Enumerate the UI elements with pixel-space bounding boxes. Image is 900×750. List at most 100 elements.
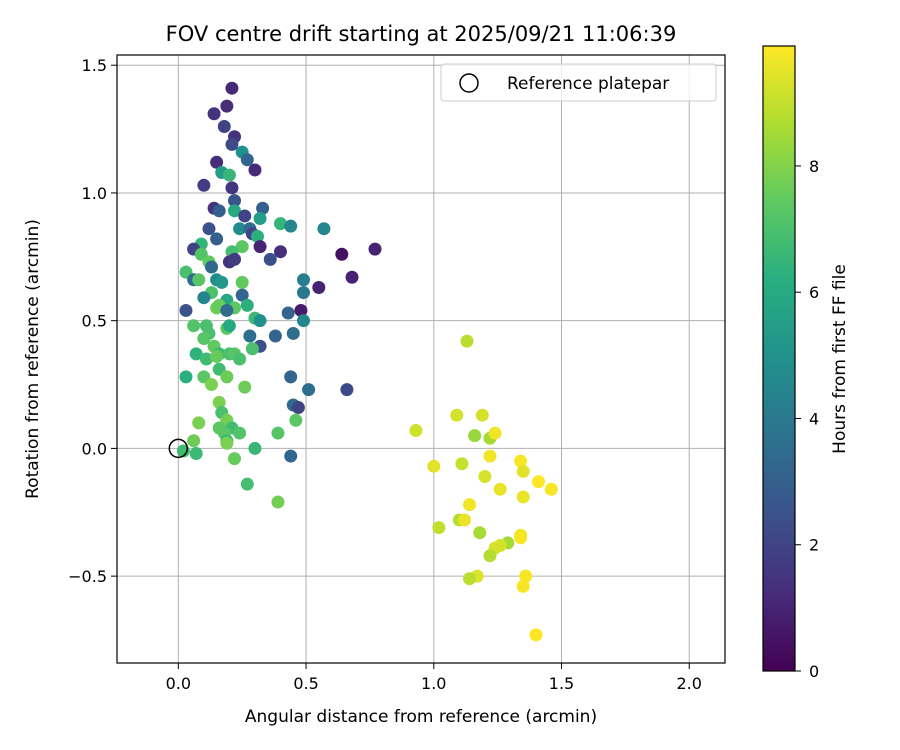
- data-point: [286, 326, 300, 340]
- x-tick-label: 2.0: [677, 674, 702, 693]
- data-point: [289, 413, 303, 427]
- data-point: [284, 219, 298, 233]
- data-point: [302, 383, 316, 397]
- data-point: [240, 153, 254, 167]
- data-point: [189, 347, 203, 361]
- data-point: [483, 549, 497, 563]
- data-point: [455, 457, 469, 471]
- data-point: [235, 240, 249, 254]
- data-point: [222, 168, 236, 182]
- data-point: [253, 211, 267, 225]
- data-point: [235, 288, 249, 302]
- data-point: [460, 334, 474, 348]
- data-point: [296, 273, 310, 287]
- data-point: [273, 245, 287, 259]
- data-point: [225, 181, 239, 195]
- data-point: [202, 222, 216, 236]
- data-point: [220, 370, 234, 384]
- y-tick-label: 1.0: [82, 184, 107, 203]
- data-point: [192, 273, 206, 287]
- data-point: [529, 628, 543, 642]
- data-point: [205, 260, 219, 274]
- data-point: [284, 449, 298, 463]
- data-point: [248, 441, 262, 455]
- data-point: [228, 452, 242, 466]
- y-tick-label: 0.0: [82, 439, 107, 458]
- data-point: [475, 408, 489, 422]
- data-point: [427, 459, 441, 473]
- y-axis: −0.5 0.0 0.5 1.0 1.5: [68, 56, 117, 586]
- data-point: [228, 194, 242, 208]
- data-point: [245, 342, 259, 356]
- data-point: [235, 275, 249, 289]
- data-point: [463, 498, 477, 512]
- y-axis-label: Rotation from reference (arcmin): [23, 219, 43, 499]
- data-point: [271, 495, 285, 509]
- data-point: [179, 303, 193, 317]
- data-point: [516, 464, 530, 478]
- x-tick-label: 0.0: [166, 674, 191, 693]
- data-point: [225, 81, 239, 95]
- data-point: [240, 298, 254, 312]
- data-point: [248, 163, 262, 177]
- colorbar-tick-label: 2: [809, 536, 819, 555]
- data-point: [233, 352, 247, 366]
- data-point: [345, 270, 359, 284]
- data-point: [256, 201, 270, 215]
- data-point: [432, 521, 446, 535]
- data-point: [268, 329, 282, 343]
- data-point: [238, 209, 252, 223]
- data-point: [281, 306, 295, 320]
- data-point: [197, 332, 211, 346]
- y-tick-label: 1.5: [82, 56, 107, 75]
- y-tick-label: −0.5: [68, 567, 107, 586]
- data-point: [409, 424, 423, 438]
- data-point: [220, 436, 234, 450]
- data-point: [192, 416, 206, 430]
- x-axis-label: Angular distance from reference (arcmin): [245, 707, 597, 727]
- data-point: [317, 222, 331, 236]
- colorbar-tick-label: 4: [809, 409, 819, 428]
- data-point: [215, 275, 229, 289]
- data-point: [238, 380, 252, 394]
- data-point: [483, 449, 497, 463]
- colorbar-ticks: 0 2 4 6 8: [795, 157, 819, 681]
- data-point: [207, 107, 221, 121]
- data-point: [514, 454, 528, 468]
- data-point: [284, 370, 298, 384]
- data-point: [514, 531, 528, 545]
- data-point: [243, 329, 257, 343]
- data-point: [457, 513, 471, 527]
- data-point: [210, 155, 224, 169]
- data-point: [251, 229, 265, 243]
- data-point: [253, 314, 267, 328]
- data-point: [225, 137, 239, 151]
- x-axis: 0.0 0.5 1.0 1.5 2.0: [166, 663, 702, 693]
- data-point: [199, 352, 213, 366]
- data-point: [220, 99, 234, 113]
- data-point: [335, 247, 349, 261]
- data-point: [210, 232, 224, 246]
- data-point: [212, 395, 226, 409]
- data-point: [450, 408, 464, 422]
- data-point: [296, 286, 310, 300]
- data-point: [463, 572, 477, 586]
- data-point: [240, 477, 254, 491]
- data-point: [478, 470, 492, 484]
- legend: Reference platepar: [440, 63, 717, 102]
- data-point: [271, 426, 285, 440]
- colorbar-gradient: [762, 45, 796, 672]
- data-point: [368, 242, 382, 256]
- data-point: [273, 217, 287, 231]
- data-point: [516, 490, 530, 504]
- colorbar-label: Hours from first FF file: [830, 264, 850, 454]
- x-tick-label: 0.5: [293, 674, 318, 693]
- data-point: [296, 314, 310, 328]
- data-point: [291, 401, 305, 415]
- data-point: [179, 370, 193, 384]
- data-point: [222, 319, 236, 333]
- colorbar-tick-label: 6: [809, 283, 819, 302]
- chart-title: FOV centre drift starting at 2025/09/21 …: [166, 22, 677, 46]
- data-point: [263, 252, 277, 266]
